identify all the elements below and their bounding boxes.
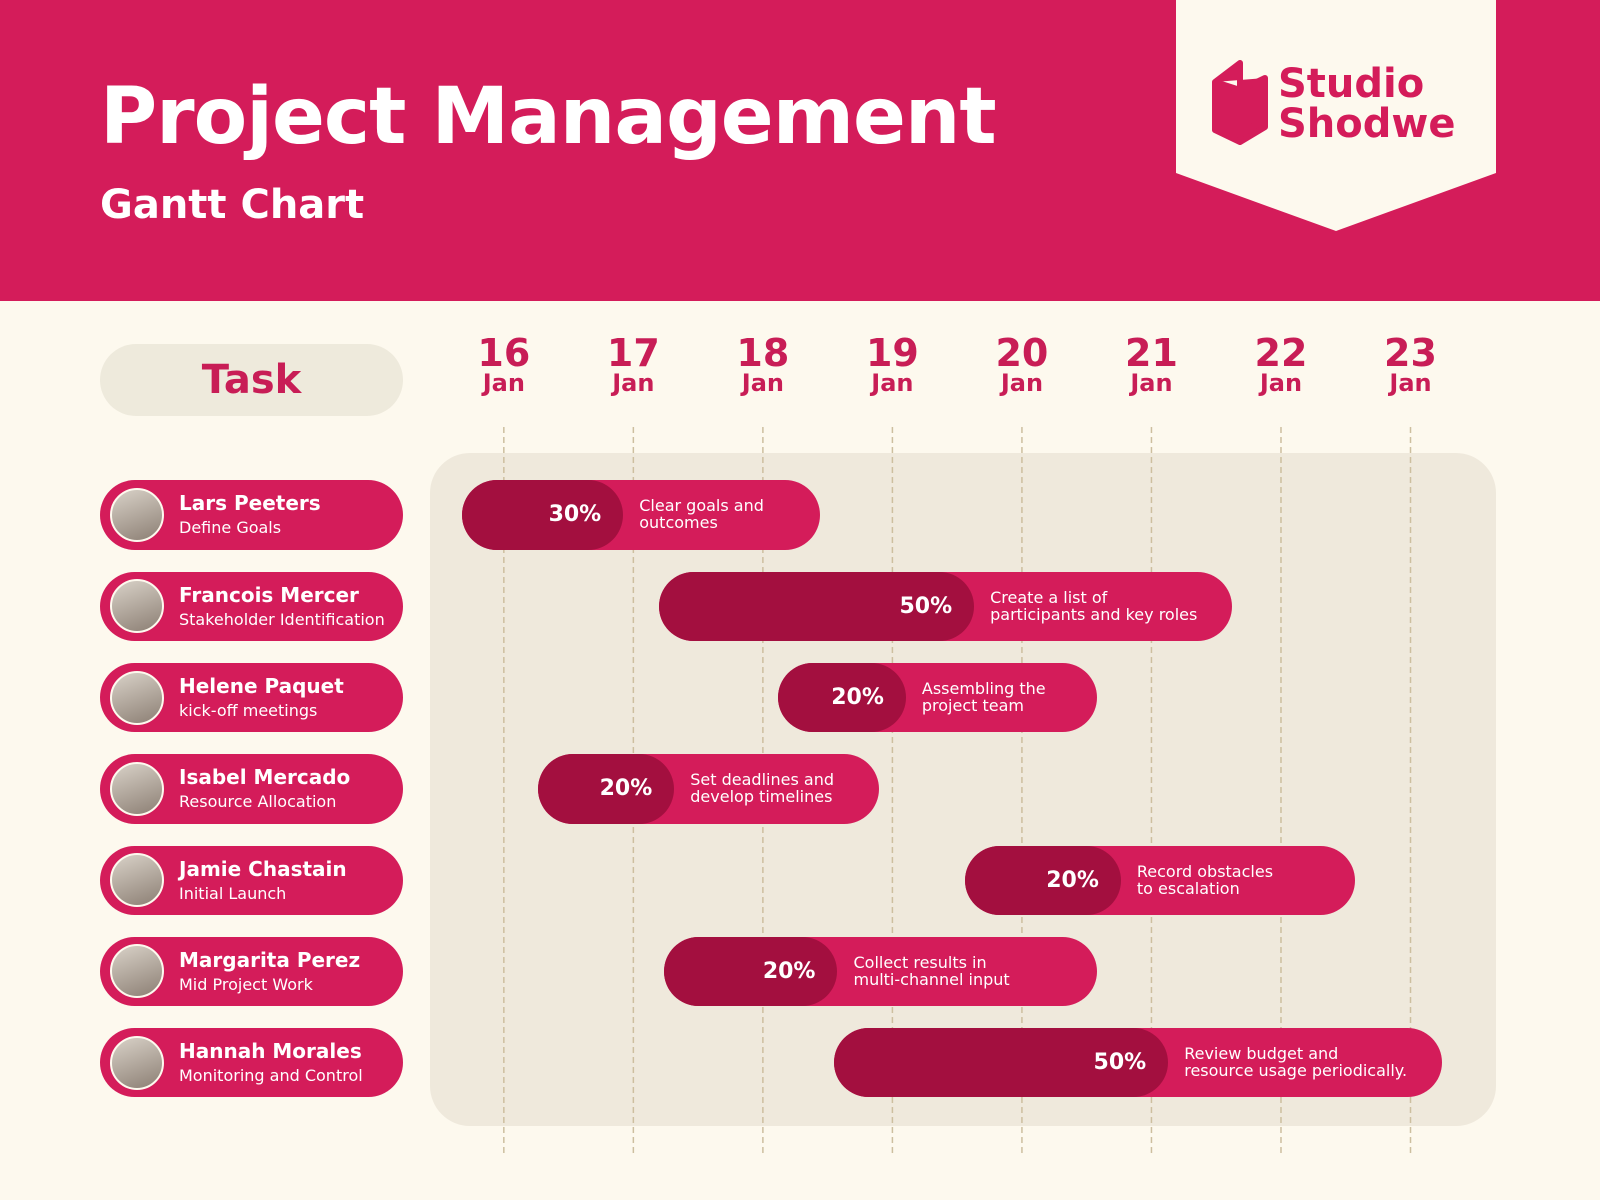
progress-label: 50% <box>1093 1050 1147 1076</box>
task-description: Set deadlines and develop timelines <box>690 770 834 807</box>
task-pill: Jamie Chastain Initial Launch <box>100 845 403 915</box>
task-name: Stakeholder Identification <box>179 609 385 629</box>
gantt-bar: 30% Clear goals and outcomes <box>462 480 820 550</box>
task-name: Resource Allocation <box>179 792 337 812</box>
person-name: Francois Mercer <box>179 582 359 607</box>
progress-segment <box>664 936 838 1007</box>
x-tick-label: 19 Jan <box>865 331 919 397</box>
x-tick-label: 20 Jan <box>995 331 1049 397</box>
avatar <box>110 670 164 725</box>
logo-badge <box>1176 0 1496 231</box>
x-tick-label: 18 Jan <box>736 331 790 397</box>
task-name: Define Goals <box>179 518 282 538</box>
gantt-bar: 20% Set deadlines and develop timelines <box>537 754 880 824</box>
task-pill: Isabel Mercado Resource Allocation <box>100 754 403 824</box>
task-description: Clear goals and outcomes <box>639 496 764 533</box>
logo-icon <box>1212 60 1268 145</box>
person-name: Isabel Mercado <box>179 765 351 790</box>
task-pill: Hannah Morales Monitoring and Control <box>100 1028 403 1098</box>
task-description: Review budget and resource usage periodi… <box>1184 1044 1408 1081</box>
gantt-bar: 50% Create a list of participants and key… <box>659 571 1232 641</box>
progress-label: 20% <box>762 958 816 984</box>
brand-line: Shodwe <box>1278 101 1456 147</box>
task-description: Assembling the project team <box>921 678 1046 715</box>
progress-label: 20% <box>831 684 884 710</box>
person-name: Jamie Chastain <box>179 856 347 881</box>
title: Project Management <box>100 72 997 162</box>
person-name: Margarita Perez <box>179 947 361 972</box>
task-description: Collect results in multi-channel input <box>853 952 1010 989</box>
person-name: Lars Peeters <box>179 491 321 516</box>
person-name: Hannah Morales <box>179 1039 362 1064</box>
gantt-bar: 20% Record obstacles to escalation <box>964 845 1355 915</box>
progress-label: 30% <box>548 502 602 528</box>
task-pill: Helene Paquet kick-off meetings <box>100 662 403 733</box>
progress-segment <box>462 480 624 550</box>
task-pill: Francois Mercer Stakeholder Identificatio… <box>100 571 403 641</box>
avatar <box>110 944 164 999</box>
task-name: Initial Launch <box>179 883 287 903</box>
x-tick-label: 17 Jan <box>606 331 660 397</box>
avatar <box>110 761 164 816</box>
avatar <box>110 853 164 908</box>
progress-segment <box>537 754 675 824</box>
x-tick-label: 23 Jan <box>1384 331 1437 397</box>
task-description: Create a list of participants and key ro… <box>990 587 1198 624</box>
progress-segment <box>834 1028 1169 1098</box>
avatar <box>110 1035 164 1090</box>
person-name: Helene Paquet <box>179 673 344 698</box>
progress-label: 50% <box>899 593 953 619</box>
progress-label: 20% <box>599 776 653 802</box>
task-description: Record obstacles to escalation <box>1136 861 1274 898</box>
progress-segment <box>659 571 975 641</box>
task-header: Task <box>100 344 403 416</box>
task-pill: Margarita Perez Mid Project Work <box>100 936 403 1007</box>
gantt-bar: 20% Assembling the project team <box>778 662 1098 733</box>
task-name: Mid Project Work <box>179 974 313 994</box>
progress-segment <box>778 662 906 733</box>
gantt-bar: 50% Review budget and resource usage peri… <box>834 1028 1442 1098</box>
avatar <box>110 579 164 634</box>
progress-segment <box>964 845 1121 915</box>
subtitle: Gantt Chart <box>100 182 365 228</box>
x-tick-label: 22 Jan <box>1254 331 1308 397</box>
gantt-bar: 20% Collect results in multi-channel inpu… <box>664 936 1098 1007</box>
progress-label: 20% <box>1046 867 1099 893</box>
task-pill: Lars Peeters Define Goals <box>100 480 403 550</box>
x-tick-label: 16 Jan <box>477 331 531 397</box>
task-name: kick-off meetings <box>179 700 318 720</box>
task-name: Monitoring and Control <box>179 1066 363 1086</box>
x-tick-label: 21 Jan <box>1125 331 1178 397</box>
avatar <box>110 487 164 542</box>
brand-line: Studio <box>1278 61 1425 107</box>
